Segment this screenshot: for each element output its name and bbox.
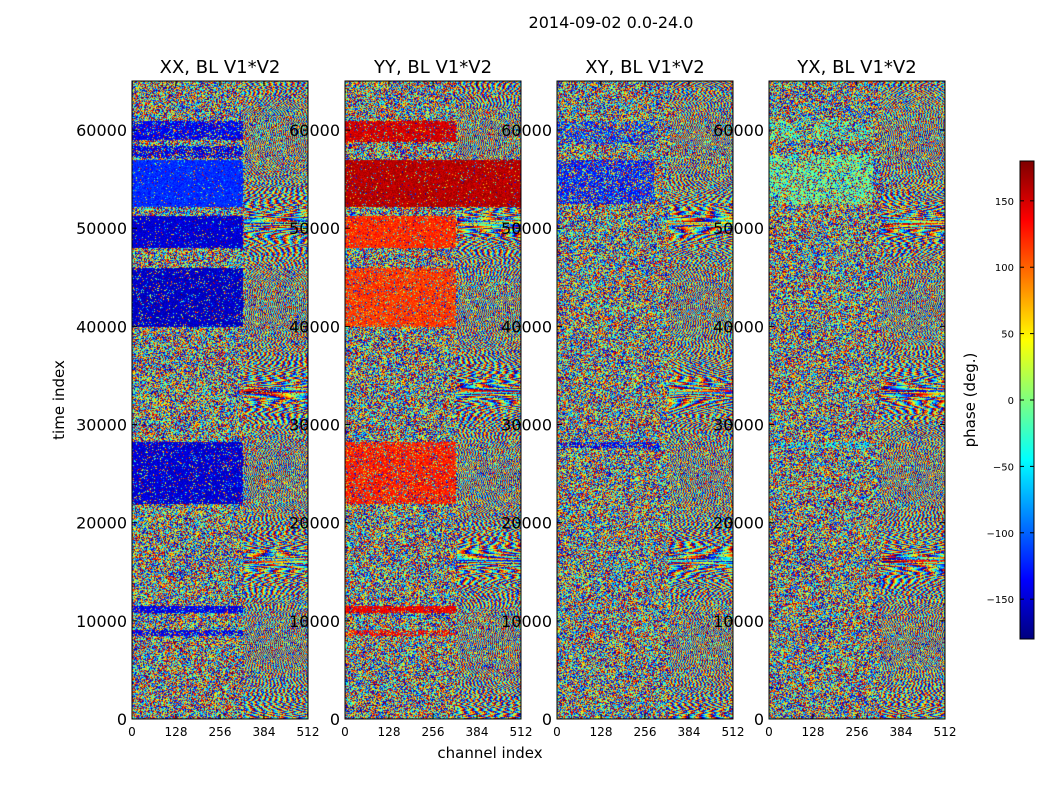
y-tick-label: 10000 xyxy=(289,612,340,631)
x-tick-label: 512 xyxy=(722,725,745,739)
y-tick-label: 0 xyxy=(542,710,552,729)
y-tick-label: 60000 xyxy=(713,121,764,140)
panel-title: XX, BL V1*V2 xyxy=(160,57,281,78)
colorbar-tick-label: 150 xyxy=(995,197,1014,208)
panels: XX, BL V1*V2 0 128 256 384 512 0 10000 20000 3000… xyxy=(76,57,956,739)
y-tick-label: 10000 xyxy=(713,612,764,631)
colorbar-tick-label: 50 xyxy=(1001,330,1014,341)
y-tick-label: 20000 xyxy=(713,514,764,533)
x-tick-label: 0 xyxy=(341,725,349,739)
figure-title: 2014-09-02 0.0-24.0 xyxy=(529,13,694,32)
y-tick-label: 60000 xyxy=(289,121,340,140)
heatmap-image-1 xyxy=(132,81,308,719)
y-tick-label: 0 xyxy=(117,710,127,729)
y-tick-label: 10000 xyxy=(76,612,127,631)
panel-2: YY, BL V1*V2 0 128 256 384 512 0 10000 20000 3000… xyxy=(289,57,532,739)
y-tick-label: 50000 xyxy=(713,219,764,238)
panel-title: XY, BL V1*V2 xyxy=(585,57,704,78)
x-tick-label: 384 xyxy=(678,725,701,739)
panel-4: YX, BL V1*V2 0 128 256 384 512 0 10000 20000 3000… xyxy=(713,57,956,739)
panel-title: YX, BL V1*V2 xyxy=(796,57,916,78)
y-tick-label: 20000 xyxy=(289,514,340,533)
x-tick-label: 128 xyxy=(165,725,188,739)
x-tick-label: 0 xyxy=(765,725,773,739)
x-tick-label: 512 xyxy=(934,725,957,739)
y-tick-label: 60000 xyxy=(76,121,127,140)
panel-1: XX, BL V1*V2 0 128 256 384 512 0 10000 20000 3000… xyxy=(76,57,319,739)
heatmap-image-2 xyxy=(345,81,521,719)
colorbar-label: phase (deg.) xyxy=(961,353,979,448)
y-tick-label: 40000 xyxy=(289,317,340,336)
x-tick-label: 256 xyxy=(846,725,869,739)
y-tick-label: 40000 xyxy=(713,317,764,336)
y-tick-label: 40000 xyxy=(501,317,552,336)
colorbar-tick-label: −100 xyxy=(987,529,1014,540)
x-tick-label: 128 xyxy=(378,725,401,739)
panel-3: XY, BL V1*V2 0 128 256 384 512 0 10000 20000 3000… xyxy=(501,57,744,739)
y-tick-label: 40000 xyxy=(76,317,127,336)
colorbar: −150 −100 −50 0 50 100 150 xyxy=(987,160,1035,640)
y-axis-label: time index xyxy=(50,360,68,440)
y-tick-label: 0 xyxy=(754,710,764,729)
x-tick-label: 512 xyxy=(297,725,320,739)
y-tick-label: 30000 xyxy=(713,416,764,435)
y-tick-label: 60000 xyxy=(501,121,552,140)
y-tick-label: 50000 xyxy=(76,219,127,238)
panel-title: YY, BL V1*V2 xyxy=(373,57,492,78)
x-tick-label: 0 xyxy=(128,725,136,739)
x-tick-label: 384 xyxy=(890,725,913,739)
y-tick-label: 20000 xyxy=(76,514,127,533)
colorbar-tick-label: −150 xyxy=(987,595,1014,606)
x-tick-label: 256 xyxy=(422,725,445,739)
x-tick-label: 384 xyxy=(253,725,276,739)
x-tick-label: 512 xyxy=(510,725,533,739)
x-axis-label: channel index xyxy=(437,744,542,762)
y-tick-label: 0 xyxy=(330,710,340,729)
x-tick-label: 384 xyxy=(466,725,489,739)
y-tick-label: 30000 xyxy=(501,416,552,435)
x-tick-label: 128 xyxy=(590,725,613,739)
x-tick-label: 256 xyxy=(634,725,657,739)
colorbar-tick-label: 0 xyxy=(1008,396,1014,407)
colorbar-tick-label: −50 xyxy=(993,462,1014,473)
heatmap-image-4 xyxy=(769,81,945,719)
heatmap-image-3 xyxy=(557,81,733,719)
y-tick-label: 30000 xyxy=(76,416,127,435)
x-tick-label: 128 xyxy=(802,725,825,739)
y-tick-label: 50000 xyxy=(501,219,552,238)
y-tick-label: 10000 xyxy=(501,612,552,631)
colorbar-tick-label: 100 xyxy=(995,263,1014,274)
y-tick-label: 20000 xyxy=(501,514,552,533)
x-tick-label: 0 xyxy=(553,725,561,739)
y-tick-label: 50000 xyxy=(289,219,340,238)
x-tick-label: 256 xyxy=(209,725,232,739)
y-tick-label: 30000 xyxy=(289,416,340,435)
